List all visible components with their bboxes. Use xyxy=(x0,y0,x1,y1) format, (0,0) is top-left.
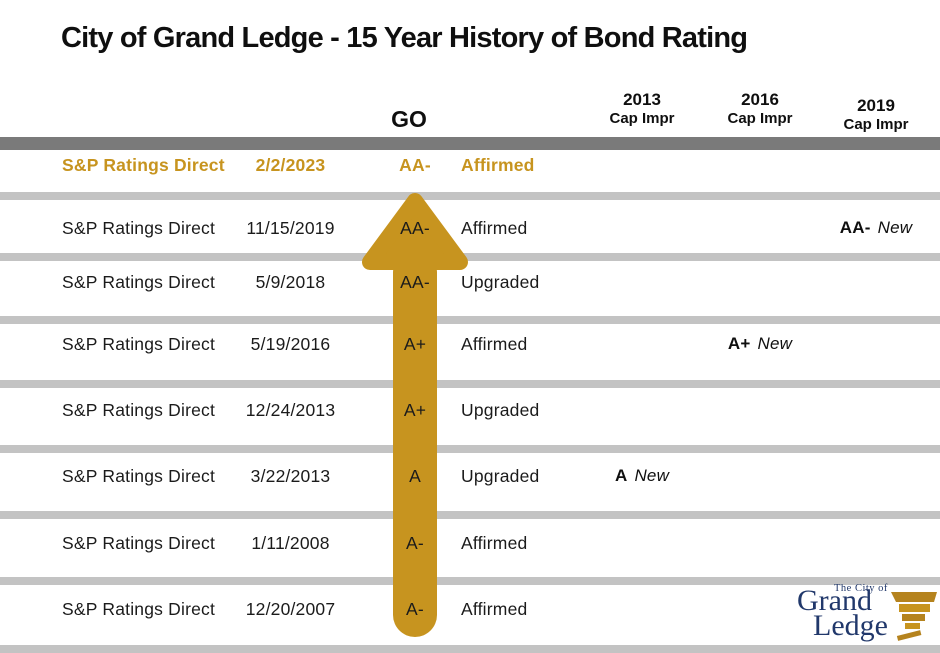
rating-date: 12/24/2013 xyxy=(245,400,336,420)
go-rating: A+ xyxy=(403,334,427,354)
divider xyxy=(0,316,940,324)
new-issue-label: New xyxy=(634,466,670,485)
logo-tagline: The City of xyxy=(834,583,888,594)
table-row: S&P Ratings Direct 1/11/2008 A- Affirmed xyxy=(0,533,940,557)
column-label: Cap Impr xyxy=(843,115,909,133)
page-title: City of Grand Ledge - 15 Year History of… xyxy=(61,22,748,54)
new-issue-rating: A+ xyxy=(727,334,751,353)
new-issue-rating: AA- xyxy=(839,218,871,237)
go-rating: AA- xyxy=(400,272,430,292)
table-row: S&P Ratings Direct 11/15/2019 AA- Affirm… xyxy=(0,218,940,242)
agency-label: S&P Ratings Direct xyxy=(62,218,216,238)
rating-date: 11/15/2019 xyxy=(246,218,335,238)
column-label: Cap Impr xyxy=(727,109,793,127)
agency-label: S&P Ratings Direct xyxy=(62,272,216,292)
column-header-2013-cap-impr: 2013 Cap Impr xyxy=(587,90,697,127)
divider xyxy=(0,511,940,519)
agency-label: S&P Ratings Direct xyxy=(62,599,216,619)
new-issue-2013: A New xyxy=(592,466,692,486)
rating-action: Upgraded xyxy=(461,272,540,292)
go-rating: A- xyxy=(406,599,424,619)
divider xyxy=(0,192,940,200)
column-header-2019-cap-impr: 2019 Cap Impr xyxy=(821,96,931,133)
rating-date: 1/11/2008 xyxy=(251,533,330,553)
go-rating: A+ xyxy=(403,400,427,420)
rating-action: Affirmed xyxy=(461,599,528,619)
column-year: 2016 xyxy=(741,90,779,109)
table-row: S&P Ratings Direct 2/2/2023 AA- Affirmed xyxy=(0,155,940,179)
divider-dark xyxy=(0,137,940,150)
divider xyxy=(0,445,940,453)
logo-city-name-line1: Grand xyxy=(797,584,872,617)
agency-label: S&P Ratings Direct xyxy=(62,400,216,420)
new-issue-rating: A xyxy=(614,466,628,485)
agency-label: S&P Ratings Direct xyxy=(62,155,225,175)
ledge-stack-icon xyxy=(891,592,937,641)
divider xyxy=(0,645,940,653)
rating-action: Affirmed xyxy=(461,533,528,553)
new-issue-2016: A+ New xyxy=(705,334,815,354)
go-rating: AA- xyxy=(399,155,431,175)
column-label: Cap Impr xyxy=(609,109,675,127)
divider xyxy=(0,577,940,585)
rating-date: 5/9/2018 xyxy=(255,272,326,292)
grand-ledge-logo: The City of Grand Ledge xyxy=(797,583,937,645)
rating-action: Affirmed xyxy=(461,218,528,238)
rating-action: Upgraded xyxy=(461,400,540,420)
column-header-2016-cap-impr: 2016 Cap Impr xyxy=(705,90,815,127)
rating-action: Upgraded xyxy=(461,466,540,486)
go-rating: A xyxy=(409,466,421,486)
rating-date: 12/20/2007 xyxy=(245,599,336,619)
divider xyxy=(0,253,940,261)
new-issue-2019: AA- New xyxy=(820,218,932,238)
table-row: S&P Ratings Direct 12/24/2013 A+ Upgrade… xyxy=(0,400,940,424)
go-rating: AA- xyxy=(400,218,430,238)
new-issue-label: New xyxy=(757,334,793,353)
table-row: S&P Ratings Direct 5/9/2018 AA- Upgraded xyxy=(0,272,940,296)
logo-city-name-line2: Ledge xyxy=(813,609,888,642)
table-row: S&P Ratings Direct 5/19/2016 A+ Affirmed… xyxy=(0,334,940,358)
table-row: S&P Ratings Direct 3/22/2013 A Upgraded … xyxy=(0,466,940,490)
rating-action: Affirmed xyxy=(461,334,528,354)
agency-label: S&P Ratings Direct xyxy=(62,466,216,486)
rating-action: Affirmed xyxy=(461,155,535,175)
new-issue-label: New xyxy=(877,218,913,237)
column-header-go: GO xyxy=(391,106,427,132)
rating-date: 3/22/2013 xyxy=(250,466,331,486)
rating-date: 5/19/2016 xyxy=(250,334,331,354)
agency-label: S&P Ratings Direct xyxy=(62,533,216,553)
divider xyxy=(0,380,940,388)
column-year: 2019 xyxy=(857,96,895,115)
go-rating: A- xyxy=(406,533,424,553)
column-year: 2013 xyxy=(623,90,661,109)
rating-date: 2/2/2023 xyxy=(255,155,326,175)
agency-label: S&P Ratings Direct xyxy=(62,334,216,354)
table-row: S&P Ratings Direct 12/20/2007 A- Affirme… xyxy=(0,599,940,623)
